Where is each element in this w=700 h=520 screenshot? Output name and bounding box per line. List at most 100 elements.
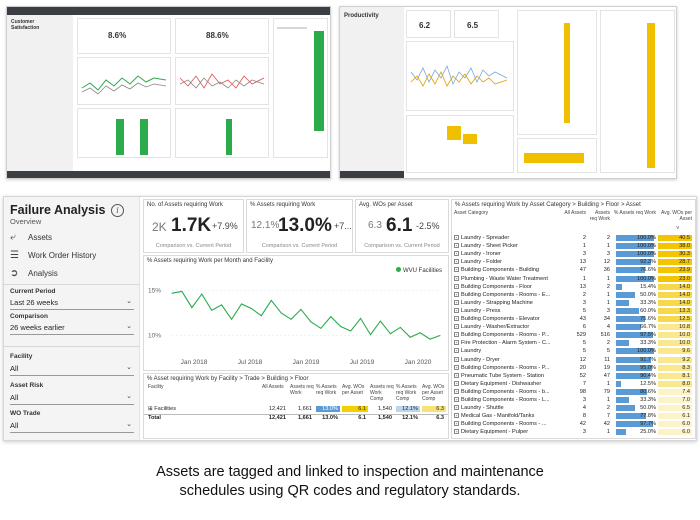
expand-icon[interactable]: + <box>454 275 459 281</box>
table-row[interactable]: + Building Components - Building 47 36 76.6%… <box>452 267 695 274</box>
expand-icon[interactable]: + <box>454 259 459 265</box>
expand-icon[interactable]: + <box>454 340 459 346</box>
wo-trade-select[interactable]: All ⌄ <box>10 419 134 433</box>
data-point <box>191 307 193 309</box>
comparison-select[interactable]: 26 weeks earlier ⌄ <box>10 321 134 335</box>
column-header: Assets req Work Comp <box>370 384 394 402</box>
data-point <box>250 308 252 309</box>
pct-cell: 100.0% <box>612 348 656 355</box>
table-row[interactable]: + Laundry - Spreader 2 2 100.0% 40.5 <box>452 235 695 242</box>
sort-desc-icon[interactable]: ˅ <box>676 226 680 232</box>
nav-label: Work Order History <box>28 250 97 260</box>
table-cell: 5 <box>582 348 586 355</box>
table-cell: 5 <box>582 340 586 347</box>
category-label: Building Components - Rooms - P... <box>461 364 550 371</box>
table-row[interactable]: + Laundry 5 5 100.0% 9.6 <box>452 348 695 355</box>
customer-satisfaction-thumbnail[interactable]: Customer Satisfaction 8.6% 88.6% <box>6 6 331 179</box>
category-label: Building Components - Rooms - ... <box>461 421 547 428</box>
expand-icon[interactable]: + <box>454 388 459 394</box>
table-row[interactable]: + Building Components - Rooms - L... 3 1 33.… <box>452 397 695 404</box>
pct-value: 12.5% <box>640 380 656 387</box>
asset-category: + Laundry - Shuttle <box>454 405 559 411</box>
table-row[interactable]: + Laundry - Press 5 3 60.0% 13.3 <box>452 307 695 315</box>
current-period-select[interactable]: Last 26 weeks ⌄ <box>10 296 134 310</box>
productivity-thumbnail[interactable]: Productivity 6.2 6.5 <box>339 6 677 179</box>
expand-icon[interactable]: + <box>454 316 459 322</box>
facility-select[interactable]: All ⌄ <box>10 362 134 376</box>
expand-icon[interactable]: + <box>454 251 459 257</box>
table-row[interactable]: + Laundry - Folder 13 12 92.3% 28.7 <box>452 259 695 266</box>
expand-icon[interactable]: + <box>454 299 459 305</box>
table-row[interactable]: + Building Components - Rooms - E... 2 1 50.… <box>452 291 695 299</box>
table-row[interactable]: + Fire Protection - Alarm System - C... 5 2… <box>452 340 695 347</box>
category-label: Fire Protection - Alarm System - C... <box>461 340 551 347</box>
table-row[interactable]: + Building Components - Rooms - P... 529 51… <box>452 332 695 339</box>
expand-icon[interactable]: + <box>454 235 459 241</box>
table-row[interactable]: + Building Components - Floor 13 2 15.4% 14.0 <box>452 283 695 291</box>
pct-cell: 25.0% <box>612 429 656 436</box>
table-row[interactable]: + Pneumatic Tube System - Station 52 47 90.4… <box>452 372 695 380</box>
avg-cell: 9.2 <box>658 356 692 363</box>
table-row[interactable]: + Laundry - Dryer 12 11 91.7% 9.2 <box>452 356 695 364</box>
table-cell: 6.1 <box>342 406 368 412</box>
table-cell: 5 <box>582 307 586 314</box>
table-row[interactable]: + Building Components - Rooms - P... 20 19 9… <box>452 364 695 372</box>
expand-icon[interactable]: + <box>454 332 459 338</box>
asset-risk-select[interactable]: All ⌄ <box>10 391 134 405</box>
expand-icon[interactable]: + <box>454 429 459 435</box>
nav-analysis[interactable]: ➲ Analysis <box>10 266 58 280</box>
table-row[interactable]: + Dietary Equipment - Pulper 3 1 25.0% 6.0 <box>452 429 695 436</box>
expand-icon[interactable]: + <box>454 291 459 297</box>
pct-cell: 75.6% <box>612 316 656 322</box>
table-row[interactable]: + Dietary Equipment - Dishwasher 7 1 12.5% 8.… <box>452 380 695 388</box>
column-header: Asset Category <box>454 210 489 216</box>
kpi-value: 13.0% <box>278 215 332 236</box>
expand-icon[interactable]: + <box>454 380 459 386</box>
table-row[interactable]: + Laundry - Washer/Extractor 6 4 66.7% 10.8 <box>452 324 695 331</box>
table-row[interactable]: + Laundry - Strapping Machine 3 1 33.3% 14.0 <box>452 299 695 307</box>
table-row[interactable]: + Laundry - Sheet Picker 1 1 100.0% 38.0 <box>452 243 695 250</box>
table-row[interactable]: + Building Components - Rooms - ... 42 42 97… <box>452 421 695 428</box>
table-row[interactable]: + Laundry - Shuttle 4 2 50.0% 6.5 <box>452 405 695 412</box>
expand-icon[interactable]: + <box>454 413 459 419</box>
avg-cell: 28.7 <box>658 259 692 266</box>
table-row[interactable]: + Laundry - Ironer 3 3 100.0% 30.3 <box>452 251 695 258</box>
table-cell: 4 <box>560 438 586 439</box>
expand-icon[interactable]: + <box>454 307 459 313</box>
pct-bar <box>616 299 629 306</box>
expand-icon[interactable]: + <box>454 243 459 249</box>
table-row[interactable]: + Building Components - Elevator 43 34 75.6%… <box>452 316 695 323</box>
table-cell: 34 <box>603 316 610 322</box>
expand-icon[interactable]: + <box>454 397 459 403</box>
expand-icon[interactable]: + <box>454 437 459 438</box>
table-row[interactable]: + Medical Gas - Manifold/Tanks 8 7 77.8% 6.1 <box>452 413 695 420</box>
info-icon[interactable]: i <box>111 204 124 217</box>
series-line-wvu-facilities <box>171 290 441 340</box>
table-row[interactable]: + Building Components - Rooms - b... 98 79 8… <box>452 388 695 396</box>
expand-icon[interactable]: + <box>454 372 459 378</box>
table-row[interactable]: + Plumbing - Waste Water Treatment 1 1 100.0… <box>452 275 695 283</box>
table-row[interactable]: +Heating and Cooling - Cooling To...4610… <box>452 437 695 439</box>
pct-cell: 95.0% <box>612 364 656 371</box>
table-cell: 3 <box>582 251 586 258</box>
table-cell: 13.0% <box>316 406 340 412</box>
expand-icon[interactable]: + <box>454 283 459 289</box>
expand-icon[interactable]: + <box>454 267 459 273</box>
avg-cell: 23.9 <box>658 267 692 274</box>
thumbnail-table-left <box>406 115 514 173</box>
nav-assets[interactable]: ⤶ Assets <box>10 230 52 244</box>
kpi-card-avg-wos-per-asset: Avg. WOs per Asset 6.3 6.1 -2.5% Compari… <box>355 199 449 253</box>
data-point <box>340 326 342 327</box>
expand-icon[interactable]: + <box>454 364 459 370</box>
expand-icon[interactable]: + <box>454 356 459 362</box>
category-label: Laundry <box>461 348 482 355</box>
expand-icon[interactable]: + <box>454 348 459 354</box>
expand-icon[interactable]: + <box>454 405 459 411</box>
pct-bar <box>616 388 647 395</box>
expand-icon[interactable]: + <box>454 421 459 427</box>
page-subtitle: Overview <box>10 217 42 226</box>
nav-work-order-history[interactable]: ☰ Work Order History <box>10 248 96 262</box>
expand-icon[interactable]: + <box>454 324 459 330</box>
table-cell: 42 <box>603 421 610 428</box>
category-table: Asset Category All Assets Assets req Work%… <box>452 209 695 439</box>
